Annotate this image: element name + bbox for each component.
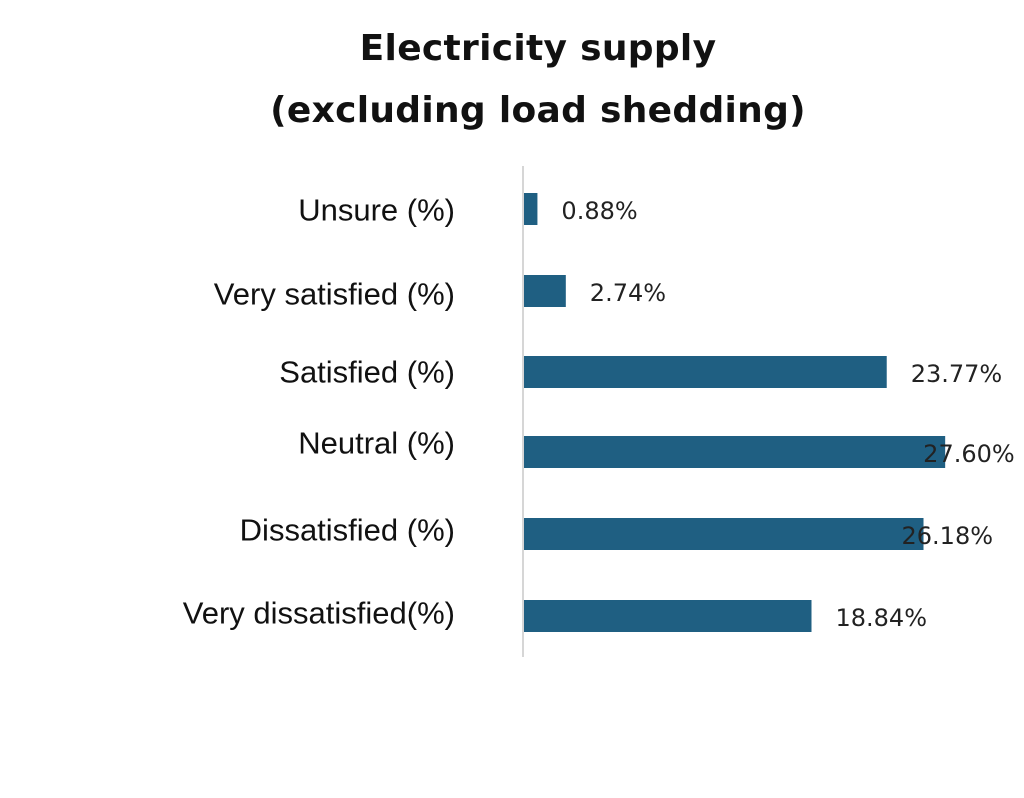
data-label: 18.84%	[835, 604, 927, 632]
chart-title-line-2: (excluding load shedding)	[270, 90, 806, 131]
data-label: 0.88%	[561, 197, 637, 225]
bar	[524, 518, 924, 550]
data-label: 26.18%	[902, 522, 994, 550]
bar	[524, 356, 887, 388]
data-label: 2.74%	[590, 279, 666, 307]
bar	[524, 275, 566, 307]
bar	[524, 600, 812, 632]
category-label: Very dissatisfied(%)	[183, 596, 455, 631]
category-label: Neutral (%)	[298, 426, 455, 461]
bar	[524, 436, 946, 468]
category-label: Dissatisfied (%)	[240, 513, 455, 548]
bar	[524, 193, 538, 225]
chart-title: Electricity supply (excluding load shedd…	[0, 18, 1024, 142]
chart-title-line-1: Electricity supply	[359, 28, 717, 69]
category-label: Unsure (%)	[298, 193, 455, 228]
data-label: 27.60%	[923, 440, 1015, 468]
data-label: 23.77%	[911, 360, 1003, 388]
category-label: Satisfied (%)	[279, 355, 455, 390]
category-label: Very satisfied (%)	[214, 277, 455, 312]
